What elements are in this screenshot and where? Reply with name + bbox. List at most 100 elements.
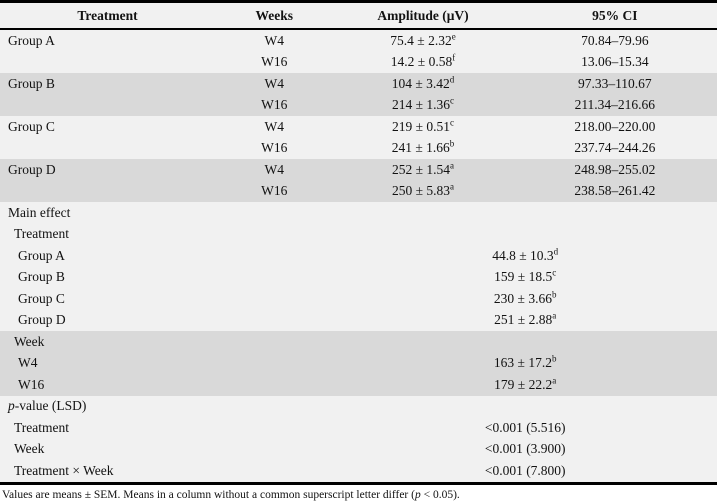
cell-amplitude: 230 ± 3.66b [333, 288, 717, 310]
cell-label: Group D [0, 309, 334, 331]
cell-label: Treatment [0, 417, 334, 439]
cell-ci: 211.34–216.66 [512, 94, 717, 116]
significance-superscript: b [551, 353, 557, 364]
cell-amplitude [333, 202, 717, 224]
cell-ci: 248.98–255.02 [512, 159, 717, 181]
cell-label [0, 51, 216, 73]
significance-superscript: a [450, 160, 455, 171]
cell-amplitude: <0.001 (7.800) [333, 460, 717, 483]
footnote-text-pre: Values are means ± SEM. Means in a colum… [2, 488, 415, 501]
table-row: Main effect [0, 202, 717, 224]
cell-week: W16 [215, 180, 334, 202]
column-header-treatment: Treatment [0, 1, 216, 30]
cell-label: Week [0, 438, 334, 460]
cell-label: Group C [0, 288, 334, 310]
table-row: W4 163 ± 17.2b [0, 352, 717, 374]
cell-week: W16 [215, 137, 334, 159]
table-footnote: Values are means ± SEM. Means in a colum… [0, 485, 717, 501]
cell-amplitude: 14.2 ± 0.58f [333, 51, 513, 73]
table-row: Week <0.001 (3.900) [0, 438, 717, 460]
cell-amplitude: 251 ± 2.88a [333, 309, 717, 331]
header-row: Treatment Weeks Amplitude (μV) 95% CI [0, 1, 717, 30]
cell-amplitude [333, 331, 717, 353]
table-row: Group D 251 ± 2.88a [0, 309, 717, 331]
significance-superscript: c [552, 267, 557, 278]
table-body: Group A W4 75.4 ± 2.32e 70.84–79.96 W16 14.2 … [0, 29, 717, 483]
column-header-weeks: Weeks [215, 1, 334, 30]
cell-amplitude: 219 ± 0.51c [333, 116, 513, 138]
cell-label: Main effect [0, 202, 334, 224]
cell-amplitude: 179 ± 22.2a [333, 374, 717, 396]
table-row: Week [0, 331, 717, 353]
table-row: W16 179 ± 22.2a [0, 374, 717, 396]
significance-superscript: e [451, 31, 456, 42]
table-row: Treatment <0.001 (5.516) [0, 417, 717, 439]
cell-label: Group B [0, 73, 216, 95]
significance-superscript: a [552, 375, 557, 386]
cell-amplitude: 241 ± 1.66b [333, 137, 513, 159]
cell-label: Group D [0, 159, 216, 181]
table-row: Group C W4 219 ± 0.51c 218.00–220.00 [0, 116, 717, 138]
cell-amplitude: 159 ± 18.5c [333, 266, 717, 288]
table-row: Group A 44.8 ± 10.3d [0, 245, 717, 267]
cell-label: Group A [0, 29, 216, 52]
cell-label [0, 94, 216, 116]
significance-superscript: c [450, 95, 455, 106]
footnote-text-post: < 0.05). [420, 488, 460, 501]
cell-label: Group A [0, 245, 334, 267]
cell-amplitude [333, 223, 717, 245]
results-table: Treatment Weeks Amplitude (μV) 95% CI Gr… [0, 0, 717, 485]
table-row: p-value (LSD) [0, 395, 717, 417]
cell-label: Group C [0, 116, 216, 138]
table-header: Treatment Weeks Amplitude (μV) 95% CI [0, 1, 717, 30]
cell-label: Treatment × Week [0, 460, 334, 483]
cell-amplitude: 104 ± 3.42d [333, 73, 513, 95]
cell-week: W4 [215, 29, 334, 52]
significance-superscript: a [450, 181, 455, 192]
significance-superscript: b [551, 289, 557, 300]
label-italic-part: p [8, 398, 15, 414]
significance-superscript: d [449, 74, 455, 85]
cell-amplitude: <0.001 (3.900) [333, 438, 717, 460]
cell-week: W4 [215, 116, 334, 138]
cell-label [0, 137, 216, 159]
table-row: Group A W4 75.4 ± 2.32e 70.84–79.96 [0, 29, 717, 52]
cell-label: Group B [0, 266, 334, 288]
column-header-amplitude: Amplitude (μV) [333, 1, 513, 30]
significance-superscript: f [452, 52, 456, 63]
cell-label: Treatment [0, 223, 334, 245]
table-row: W16 14.2 ± 0.58f 13.06–15.34 [0, 51, 717, 73]
cell-label: p-value (LSD) [0, 395, 334, 417]
cell-week: W16 [215, 51, 334, 73]
table-row: Treatment × Week <0.001 (7.800) [0, 460, 717, 483]
cell-amplitude: 44.8 ± 10.3d [333, 245, 717, 267]
cell-amplitude [333, 395, 717, 417]
significance-superscript: c [450, 117, 455, 128]
cell-amplitude: 163 ± 17.2b [333, 352, 717, 374]
table-row: Group C 230 ± 3.66b [0, 288, 717, 310]
cell-ci: 70.84–79.96 [512, 29, 717, 52]
column-header-ci: 95% CI [512, 1, 717, 30]
cell-week: W4 [215, 73, 334, 95]
cell-label: W16 [0, 374, 334, 396]
cell-amplitude: 252 ± 1.54a [333, 159, 513, 181]
cell-amplitude: <0.001 (5.516) [333, 417, 717, 439]
cell-label: Week [0, 331, 334, 353]
footnote-italic-p: p [414, 488, 421, 501]
cell-label [0, 180, 216, 202]
significance-superscript: a [552, 310, 557, 321]
cell-week: W4 [215, 159, 334, 181]
table-row: Group D W4 252 ± 1.54a 248.98–255.02 [0, 159, 717, 181]
table-row: Group B W4 104 ± 3.42d 97.33–110.67 [0, 73, 717, 95]
table-row: W16 250 ± 5.83a 238.58–261.42 [0, 180, 717, 202]
cell-ci: 218.00–220.00 [512, 116, 717, 138]
cell-ci: 13.06–15.34 [512, 51, 717, 73]
cell-amplitude: 250 ± 5.83a [333, 180, 513, 202]
table-row: Group B 159 ± 18.5c [0, 266, 717, 288]
table-row: Treatment [0, 223, 717, 245]
cell-ci: 238.58–261.42 [512, 180, 717, 202]
cell-amplitude: 75.4 ± 2.32e [333, 29, 513, 52]
table-row: W16 241 ± 1.66b 237.74–244.26 [0, 137, 717, 159]
cell-ci: 237.74–244.26 [512, 137, 717, 159]
